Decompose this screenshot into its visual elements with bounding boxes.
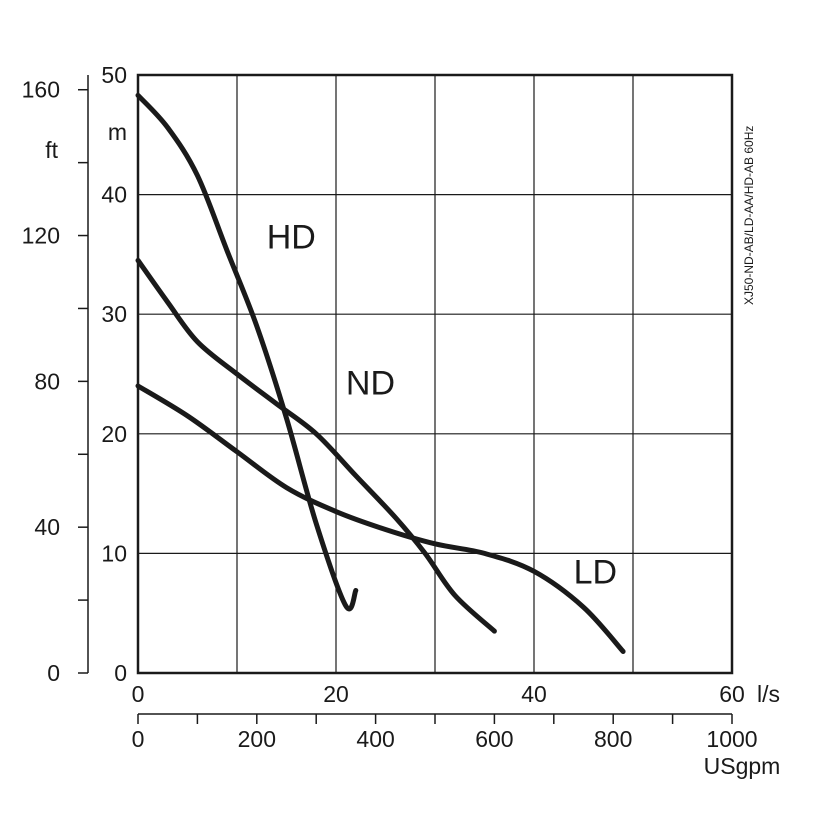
ls-unit-label: l/s <box>757 681 780 707</box>
m-tick-label: 50 <box>101 62 127 88</box>
m-tick-label: 20 <box>101 421 127 447</box>
curve-label-ld: LD <box>574 553 617 591</box>
usgpm-tick-label: 800 <box>594 726 632 752</box>
plot-border <box>136 73 734 675</box>
performance-curves <box>135 92 626 654</box>
m-tick-label: 30 <box>101 301 127 327</box>
ls-tick-label: 20 <box>323 681 349 707</box>
usgpm-tick-label: 400 <box>356 726 394 752</box>
usgpm-tick-label: 1000 <box>706 726 757 752</box>
m-unit-label: m <box>108 119 127 145</box>
ft-tick-label: 0 <box>47 660 60 686</box>
ls-tick-label: 40 <box>521 681 547 707</box>
curve-ld <box>135 383 626 654</box>
model-side-label: XJ50-ND-AB/LD-AA/HD-AB 60Hz <box>742 126 756 305</box>
curve-label-nd: ND <box>346 364 395 402</box>
curve-hd <box>135 92 359 612</box>
ft-unit-label: ft <box>45 137 58 163</box>
labels: HD ND LD 0 40 80 120 160 ft 0 10 20 30 40 50 m 0 20 40 60 l/… <box>22 62 781 779</box>
grid-lines <box>138 75 732 673</box>
plot-frame <box>136 73 734 675</box>
m-tick-label: 10 <box>101 540 127 566</box>
ls-tick-label: 0 <box>132 681 145 707</box>
usgpm-tick-label: 600 <box>475 726 513 752</box>
m-tick-label: 0 <box>114 660 127 686</box>
curve-label-hd: HD <box>267 218 316 256</box>
ft-tick-label: 80 <box>34 368 60 394</box>
m-tick-label: 40 <box>101 182 127 208</box>
usgpm-tick-label: 200 <box>238 726 276 752</box>
ft-tick-label: 160 <box>22 77 60 103</box>
usgpm-tick-label: 0 <box>132 726 145 752</box>
usgpm-unit-label: USgpm <box>704 753 781 779</box>
ft-tick-label: 120 <box>22 223 60 249</box>
axes <box>78 75 733 724</box>
ls-tick-label: 60 <box>719 681 745 707</box>
curve-nd <box>135 257 497 634</box>
ft-tick-label: 40 <box>34 514 60 540</box>
